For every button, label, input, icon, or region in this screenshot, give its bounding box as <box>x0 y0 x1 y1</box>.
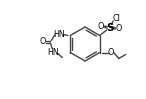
Text: Cl: Cl <box>113 14 121 23</box>
Text: HN: HN <box>47 48 59 57</box>
Text: S: S <box>106 22 113 32</box>
Text: O: O <box>39 37 45 46</box>
Text: O: O <box>98 22 104 31</box>
Text: O: O <box>108 48 114 57</box>
Text: O: O <box>115 24 122 33</box>
Text: HN: HN <box>53 30 65 39</box>
